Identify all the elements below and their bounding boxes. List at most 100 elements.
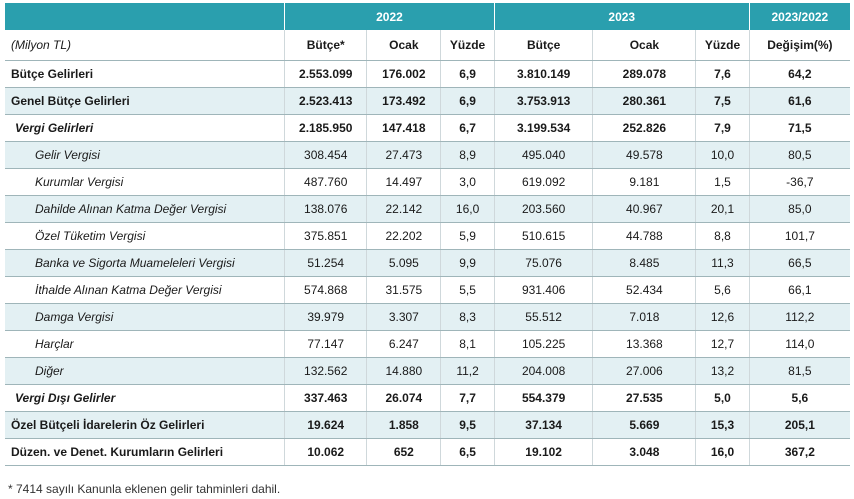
cell: 5,9 (440, 222, 495, 250)
cell: 14.497 (366, 168, 441, 196)
cell: 204.008 (493, 357, 593, 385)
cell: 2.185.950 (284, 114, 367, 142)
cell: 138.076 (284, 195, 367, 223)
cell: 5.095 (366, 249, 441, 277)
cell: 66,1 (748, 276, 850, 304)
cell: 19.624 (284, 411, 367, 439)
row-label: Banka ve Sigorta Muameleleri Vergisi (5, 249, 285, 277)
header-year-2023: 2023 (493, 3, 750, 30)
cell: 11,2 (440, 357, 495, 385)
cell: 80,5 (748, 141, 850, 169)
cell: 487.760 (284, 168, 367, 196)
table-row: Damga Vergisi 39.979 3.307 8,3 55.512 7.… (5, 303, 850, 331)
header-change: 2023/2022 (748, 3, 850, 30)
cell: 7,6 (695, 60, 750, 88)
cell: 22.202 (366, 222, 441, 250)
row-label: Genel Bütçe Gelirleri (5, 87, 285, 115)
cell: 3.307 (366, 303, 441, 331)
unit-label: (Milyon TL) (5, 30, 285, 61)
cell: 13,2 (695, 357, 750, 385)
cell: 619.092 (493, 168, 593, 196)
table-row: Vergi Gelirleri 2.185.950 147.418 6,7 3.… (5, 114, 850, 142)
cell: 9.181 (592, 168, 696, 196)
table-row: Kurumlar Vergisi 487.760 14.497 3,0 619.… (5, 168, 850, 196)
cell: 308.454 (284, 141, 367, 169)
cell: 13.368 (592, 330, 696, 358)
col-january-2023: Ocak (592, 30, 696, 61)
cell: 5,5 (440, 276, 495, 304)
cell: 22.142 (366, 195, 441, 223)
header-year-2022: 2022 (284, 3, 495, 30)
row-label: Bütçe Gelirleri (5, 60, 285, 88)
cell: 6,5 (440, 438, 495, 466)
cell: 9,9 (440, 249, 495, 277)
cell: 6,9 (440, 60, 495, 88)
cell: 49.578 (592, 141, 696, 169)
cell: 66,5 (748, 249, 850, 277)
cell: 176.002 (366, 60, 441, 88)
cell: 44.788 (592, 222, 696, 250)
cell: 12,7 (695, 330, 750, 358)
col-budget-2022: Bütçe* (284, 30, 367, 61)
year-header-row: 2022 2023 2023/2022 (5, 3, 850, 30)
cell: 173.492 (366, 87, 441, 115)
row-label: Dahilde Alınan Katma Değer Vergisi (5, 195, 285, 223)
row-label: Gelir Vergisi (5, 141, 285, 169)
table-row: Banka ve Sigorta Muameleleri Vergisi 51.… (5, 249, 850, 277)
cell: 5,0 (695, 384, 750, 412)
cell: 20,1 (695, 195, 750, 223)
cell: 205,1 (748, 411, 850, 439)
col-change: Değişim(%) (748, 30, 850, 61)
footnote: * 7414 sayılı Kanunla eklenen gelir tahm… (8, 482, 281, 496)
cell: 203.560 (493, 195, 593, 223)
cell: 367,2 (748, 438, 850, 466)
cell: 931.406 (493, 276, 593, 304)
table-row: Dahilde Alınan Katma Değer Vergisi 138.0… (5, 195, 850, 223)
cell: 55.512 (493, 303, 593, 331)
column-header-row: (Milyon TL) Bütçe* Ocak Yüzde Bütçe Ocak… (5, 30, 850, 61)
cell: 19.102 (493, 438, 593, 466)
row-label: Kurumlar Vergisi (5, 168, 285, 196)
cell: 61,6 (748, 87, 850, 115)
cell: 7,5 (695, 87, 750, 115)
cell: 5,6 (695, 276, 750, 304)
cell: 7,9 (695, 114, 750, 142)
cell: 40.967 (592, 195, 696, 223)
cell: 31.575 (366, 276, 441, 304)
budget-revenue-table: 2022 2023 2023/2022 (Milyon TL) Bütçe* O… (5, 3, 850, 466)
cell: 10,0 (695, 141, 750, 169)
col-percent-2022: Yüzde (440, 30, 495, 61)
cell: 7,7 (440, 384, 495, 412)
col-percent-2023: Yüzde (695, 30, 750, 61)
cell: 15,3 (695, 411, 750, 439)
row-label: Özel Bütçeli İdarelerin Öz Gelirleri (5, 411, 285, 439)
header-blank (5, 3, 285, 30)
cell: 12,6 (695, 303, 750, 331)
cell: 26.074 (366, 384, 441, 412)
row-label: Düzen. ve Denet. Kurumların Gelirleri (5, 438, 285, 466)
cell: 52.434 (592, 276, 696, 304)
row-label: Damga Vergisi (5, 303, 285, 331)
cell: 5.669 (592, 411, 696, 439)
cell: 85,0 (748, 195, 850, 223)
cell: 75.076 (493, 249, 593, 277)
cell: 105.225 (493, 330, 593, 358)
cell: 6,7 (440, 114, 495, 142)
cell: 3.810.149 (493, 60, 593, 88)
table-row: Gelir Vergisi 308.454 27.473 8,9 495.040… (5, 141, 850, 169)
cell: 8,9 (440, 141, 495, 169)
cell: 6,9 (440, 87, 495, 115)
cell: 252.826 (592, 114, 696, 142)
table-row: Genel Bütçe Gelirleri 2.523.413 173.492 … (5, 87, 850, 115)
cell: 1.858 (366, 411, 441, 439)
cell: 27.006 (592, 357, 696, 385)
cell: 495.040 (493, 141, 593, 169)
cell: 2.523.413 (284, 87, 367, 115)
cell: 9,5 (440, 411, 495, 439)
cell: 3.199.534 (493, 114, 593, 142)
cell: 51.254 (284, 249, 367, 277)
cell: 3,0 (440, 168, 495, 196)
row-label: Vergi Gelirleri (5, 114, 285, 142)
cell: 5,6 (748, 384, 850, 412)
